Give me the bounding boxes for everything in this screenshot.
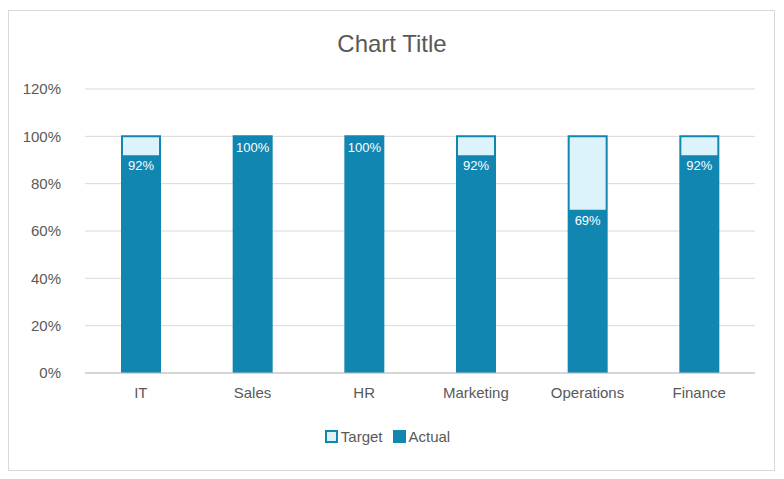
svg-text:80%: 80% bbox=[31, 175, 61, 192]
html-text:Actual: Actual bbox=[408, 428, 451, 445]
svg-text:HR: HR bbox=[353, 384, 375, 401]
svg-text:100%: 100% bbox=[348, 140, 382, 155]
svg-text:40%: 40% bbox=[31, 270, 61, 287]
svg-text:Marketing: Marketing bbox=[443, 384, 509, 401]
svg-text:60%: 60% bbox=[31, 222, 61, 239]
svg-text:Sales: Sales bbox=[234, 384, 272, 401]
svg-text:92%: 92% bbox=[463, 158, 489, 173]
svg-text:69%: 69% bbox=[575, 213, 601, 228]
svg-text:92%: 92% bbox=[686, 158, 712, 173]
svg-text:100%: 100% bbox=[23, 128, 61, 145]
html-text:Target: Target bbox=[340, 428, 383, 445]
svg-text:IT: IT bbox=[134, 384, 147, 401]
svg-text:0%: 0% bbox=[39, 364, 61, 381]
svg-text:92%: 92% bbox=[128, 158, 154, 173]
svg-text:120%: 120% bbox=[23, 80, 61, 97]
svg-text:100%: 100% bbox=[236, 140, 270, 155]
svg-text:Operations: Operations bbox=[551, 384, 624, 401]
svg-text:20%: 20% bbox=[31, 317, 61, 334]
html-text:Chart Title: Chart Title bbox=[337, 30, 447, 57]
svg-text:Finance: Finance bbox=[672, 384, 725, 401]
